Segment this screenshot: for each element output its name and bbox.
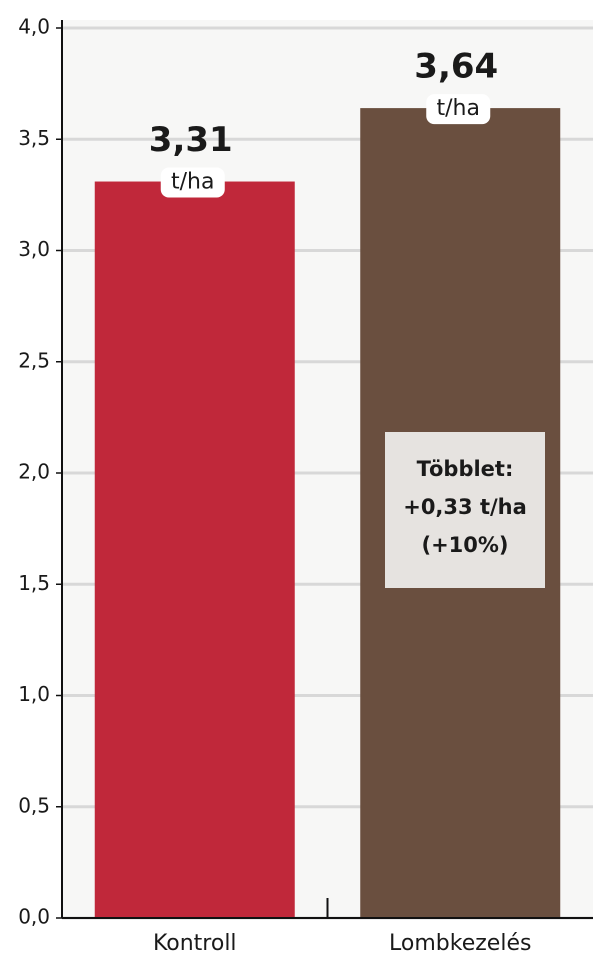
x-tick-label: Kontroll [153,931,237,956]
bar [94,181,295,918]
unit-box [426,94,491,125]
annotation-line: Többlet: [417,457,514,481]
value-label: 3,64 [414,47,498,87]
unit-label: t/ha [171,170,214,195]
y-tick-label: 0,5 [18,793,50,817]
y-tick-label: 3,0 [18,237,50,261]
y-tick-label: 1,0 [18,682,50,706]
annotation-line: +0,33 t/ha [403,495,527,519]
value-label: 3,31 [149,120,233,160]
unit-box [160,167,225,198]
unit-label: t/ha [437,96,480,121]
annotation-box [385,432,545,588]
y-tick-label: 1,5 [18,571,50,595]
annotation-line: (+10%) [421,533,508,557]
y-tick-label: 2,0 [18,460,50,484]
y-tick-label: 2,5 [18,348,50,372]
x-tick-label: Lombkezelés [389,931,531,956]
y-tick-label: 4,0 [18,15,50,39]
y-tick-label: 0,0 [18,905,50,929]
y-tick-label: 3,5 [18,126,50,150]
